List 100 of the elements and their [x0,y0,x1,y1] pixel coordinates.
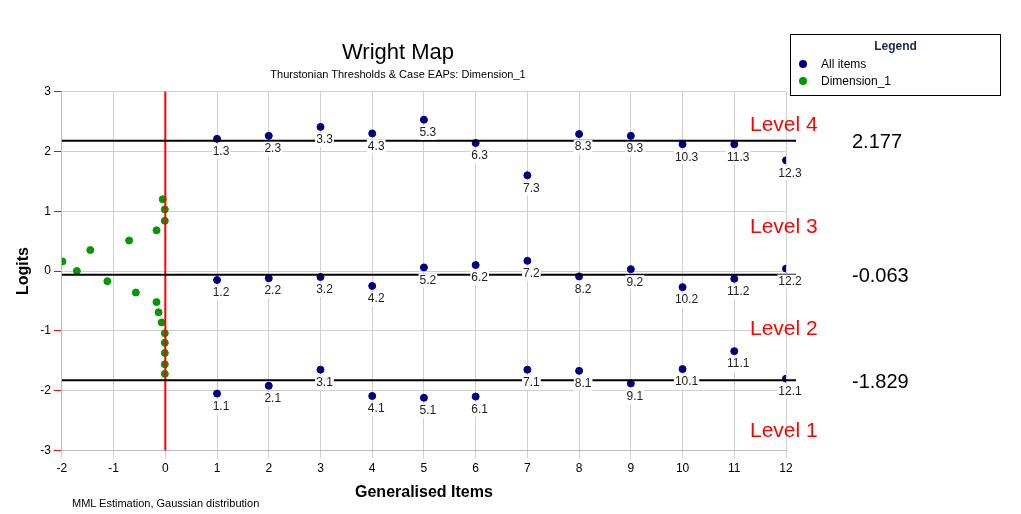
annotation: 1.3 [212,144,230,159]
x-tick-label: -1 [108,460,120,475]
x-tick-label: 12 [779,460,793,475]
annotation: 3.2 [316,282,334,297]
annotation: 8.2 [574,281,592,296]
point [419,263,428,272]
point [131,288,140,297]
point [419,393,428,402]
point [730,274,739,283]
annotation: 6.2 [471,270,489,285]
point [523,365,532,374]
annotation: 6.3 [471,148,489,163]
annotation: 4.3 [367,138,385,153]
x-tick-label: 9 [627,460,635,475]
point [471,392,480,401]
y-tick-label: -3 [40,442,52,457]
x-tick-label: 1 [213,460,221,475]
point [678,365,687,374]
point [575,130,584,139]
annotation: 5.1 [419,403,437,418]
annotation: 4.2 [367,291,385,306]
point [626,131,635,140]
x-tick-label: 5 [420,460,428,475]
annotation: Level 2 [750,316,818,340]
ref-line-label: 2.177 [852,130,903,153]
ref-line-label: -1.829 [852,369,909,392]
annotation: 3.1 [316,374,334,389]
annotation: 3.3 [316,132,334,147]
point [103,277,112,286]
point [730,140,739,149]
annotation: Level 4 [750,112,818,136]
chart-subtitle: Thurstonian Thresholds & Case EAPs: Dimension_1 [270,68,526,81]
annotation: 6.1 [471,401,489,416]
point [730,347,739,356]
annotation: 9.3 [626,141,644,156]
point [86,246,95,255]
annotation: 11.1 [727,356,750,371]
point [471,261,480,270]
legend-title: Legend [873,39,918,53]
x-tick-label: 3 [317,460,325,475]
annotation: 8.3 [574,139,592,154]
annotation: 10.3 [674,149,699,164]
point [575,366,584,375]
y-tick-label: -1 [40,323,52,338]
annotation: 11.2 [727,284,750,299]
point [213,275,222,284]
annotation: 7.2 [523,266,541,281]
annotation: Level 1 [750,418,818,442]
legend-label: Dimension_1 [821,74,892,88]
annotation: 12.3 [778,165,802,180]
x-tick-label: 8 [575,460,583,475]
y-tick-label: 1 [44,203,52,218]
annotation: 5.2 [419,272,437,287]
legend-label: All items [821,57,867,71]
annotation: 1.1 [212,398,230,413]
point [264,381,273,390]
annotation: 2.1 [264,391,282,406]
point [157,318,166,327]
annotation: 1.2 [212,285,230,300]
point [626,379,635,388]
y-tick-label: 2 [44,143,52,158]
point [125,236,134,245]
point [213,389,222,398]
annotation: 7.3 [523,180,541,195]
x-tick-label: 4 [368,460,376,475]
x-axis-title: Generalised Items [355,482,493,500]
annotation: 11.3 [727,149,750,164]
point [316,122,325,131]
point [152,226,161,235]
annotation: 12.1 [778,383,802,398]
annotation: 10.2 [674,292,699,307]
x-tick-label: 10 [675,460,690,475]
x-tick-label: 7 [524,460,532,475]
annotation: 12.2 [778,273,802,288]
point [523,256,532,265]
annotation: 10.1 [674,374,699,389]
point [152,298,161,307]
point [264,131,273,140]
y-tick-label: 3 [44,83,52,98]
point [523,171,532,180]
annotation: 9.2 [626,274,644,289]
point [419,115,428,124]
x-tick-label: 6 [472,460,480,475]
y-axis-title: Logits [14,246,32,295]
annotation: 2.2 [264,283,282,298]
annotation: 4.1 [367,401,385,416]
x-tick-label: -2 [56,460,68,475]
y-tick-label: -2 [40,382,52,397]
x-tick-label: 2 [265,460,273,475]
point [154,308,163,317]
annotation: 8.1 [574,376,592,391]
y-tick-label: 0 [44,263,52,278]
annotation: Level 3 [750,214,818,238]
text: MML Estimation, Gaussian distribution [72,497,260,509]
point [368,391,377,400]
point [72,267,81,275]
point [368,129,377,138]
point [264,274,273,283]
annotation: 9.1 [626,388,644,403]
annotation: 2.3 [264,141,282,156]
